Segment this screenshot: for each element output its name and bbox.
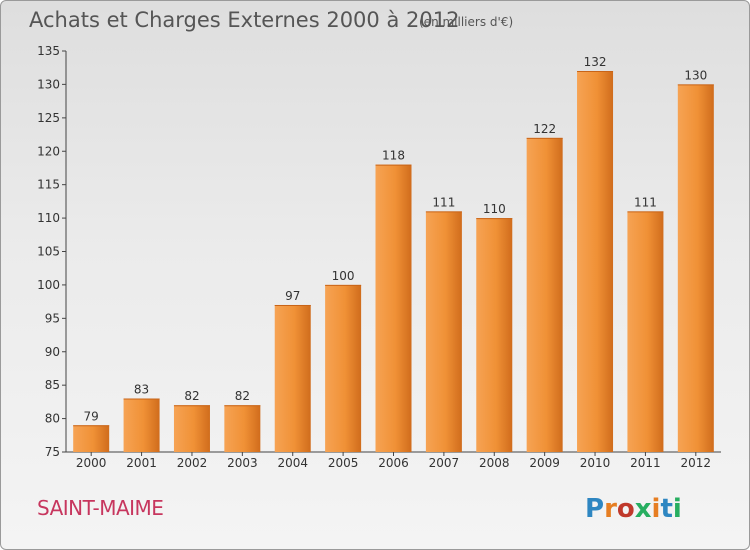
bar-2002: [173, 405, 210, 452]
data-label: 122: [533, 122, 556, 136]
bar-2007: [425, 211, 462, 452]
data-label: 79: [84, 409, 99, 423]
y-tick-label: 110: [37, 211, 60, 225]
x-tick-label: 2010: [580, 456, 611, 470]
data-label: 111: [432, 195, 455, 209]
x-tick-label: 2009: [529, 456, 560, 470]
bar-2003: [224, 405, 261, 452]
y-tick-label: 85: [45, 378, 60, 392]
proxiti-logo: Proxiti: [585, 494, 682, 524]
data-label: 118: [382, 149, 405, 163]
x-tick-label: 2007: [429, 456, 460, 470]
data-label: 97: [285, 289, 300, 303]
data-label: 82: [235, 389, 250, 403]
bar-2008: [476, 218, 513, 452]
x-tick-label: 2011: [630, 456, 661, 470]
logo-letter: r: [604, 494, 617, 524]
x-tick-label: 2005: [328, 456, 359, 470]
bar-2012: [677, 84, 714, 453]
x-tick-labels: 2000 2001 2002 2003 2004 2005 2006 2007 2008 2009…: [76, 452, 711, 470]
x-tick-label: 2003: [227, 456, 258, 470]
x-tick-label: 2002: [177, 456, 208, 470]
commune-name: SAINT-MAIME: [37, 496, 163, 520]
x-tick-label: 2006: [378, 456, 409, 470]
data-label: 83: [134, 383, 149, 397]
bar-2009: [526, 137, 563, 452]
chart-title: Achats et Charges Externes 2000 à 2012: [29, 8, 459, 32]
x-tick-label: 2001: [126, 456, 157, 470]
y-tick-label: 95: [45, 311, 60, 325]
x-tick-label: 2008: [479, 456, 510, 470]
y-tick-label: 125: [37, 111, 60, 125]
data-label: 111: [634, 195, 657, 209]
data-label: 130: [684, 68, 707, 82]
logo-letter: t: [660, 494, 672, 524]
y-tick-label: 75: [45, 445, 60, 459]
y-tick-label: 120: [37, 144, 60, 158]
bar-2004: [274, 304, 311, 452]
logo-letter: x: [635, 494, 652, 524]
chart-unit-subtitle: (en milliers d'€): [419, 15, 513, 29]
y-tick-label: 90: [45, 345, 60, 359]
logo-letter: P: [585, 494, 604, 524]
x-tick-label: 2004: [277, 456, 308, 470]
bar-2000: [73, 425, 110, 452]
logo-letter: o: [617, 494, 635, 524]
proxiti-logo-text: Proxiti: [585, 494, 682, 524]
bar-2006: [375, 164, 412, 452]
y-tick-label: 80: [45, 412, 60, 426]
y-tick-label: 130: [37, 77, 60, 91]
x-tick-label: 2012: [681, 456, 712, 470]
logo-letter: i: [673, 494, 682, 524]
data-labels: 79 83 82 82 97 100 118 111 110 122 132 111 130: [84, 55, 708, 423]
y-tick-label: 115: [37, 178, 60, 192]
x-tick-label: 2000: [76, 456, 107, 470]
bar-2005: [325, 284, 362, 452]
data-label: 132: [584, 55, 607, 69]
bar-2010: [577, 71, 614, 453]
logo-letter: i: [652, 494, 661, 524]
y-tick-label: 105: [37, 245, 60, 259]
data-label: 82: [184, 389, 199, 403]
y-tick-labels: 75 80 85 90 95 100 105 110 115 120 125 130 135: [37, 44, 66, 459]
y-tick-label: 135: [37, 44, 60, 58]
data-label: 110: [483, 202, 506, 216]
y-tick-label: 100: [37, 278, 60, 292]
bar-series: [73, 71, 714, 453]
bar-2011: [627, 211, 664, 452]
data-label: 100: [332, 269, 355, 283]
bar-2001: [123, 398, 160, 452]
